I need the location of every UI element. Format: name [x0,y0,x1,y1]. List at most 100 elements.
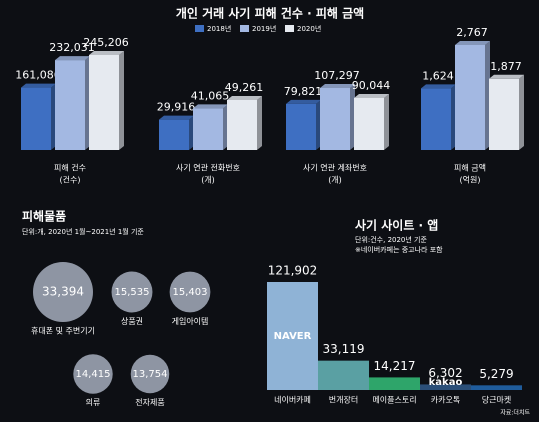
bar [420,384,471,390]
bar [267,282,318,390]
bar-top [421,84,456,89]
bar [227,100,257,150]
bubble [130,354,170,394]
bar [489,78,519,150]
category-label: 번개장터 [329,395,358,405]
bar-top [159,115,194,120]
bar-top [55,56,90,61]
bubble [169,271,211,313]
source: 자료:더치트 [500,409,530,417]
value-label: 90,044 [352,79,391,92]
bar [159,119,189,150]
value-label: 15,535 [115,287,150,298]
section-title: 피해물품 [22,209,66,224]
bar-side [451,84,456,150]
value-label: 1,624 [422,69,454,82]
bubble [73,354,113,394]
bar-side [316,99,321,150]
legend-label: 2020년 [297,24,321,33]
unit-label: (건수) [60,175,81,185]
bar [21,87,51,150]
value-label: 245,206 [83,36,129,49]
value-label: 107,297 [314,69,360,82]
category-label: 휴대폰 및 주변기기 [31,326,95,336]
unit-label: (개) [328,175,342,185]
bar-side [519,74,524,150]
category-label: 전자제품 [135,397,164,407]
category-label: 카카오톡 [431,396,460,405]
value-label: 29,916 [157,101,196,114]
bar [369,377,420,390]
logo: NAVER [274,331,312,342]
value-label: 14,217 [374,359,416,373]
bar-side [384,93,389,150]
value-label: 2,767 [456,26,488,39]
bar [89,55,119,150]
category-label: 사기 연관 계좌번호 [303,163,367,173]
section-title: 사기 사이트 · 앱 [355,218,438,233]
bar [55,60,85,150]
bar-side [223,104,228,150]
value-label: 6,302 [428,366,462,380]
bar-side [51,83,56,150]
bar [320,88,350,150]
bar-top [455,41,490,45]
bar-side [350,84,355,150]
category-label: 네이버카페 [274,395,311,405]
category-label: 상품권 [121,316,143,326]
bar [455,45,485,150]
legend-swatch [285,25,294,32]
category-label: 피해 건수 [54,163,86,173]
bar-top [193,104,228,109]
bar [421,88,451,150]
bar [286,103,316,150]
value-label: 15,403 [173,287,208,298]
category-label: 메이플스토리 [372,395,416,405]
legend-label: 2019년 [252,24,276,33]
bar-top [21,83,56,88]
category-label: 사기 연관 전화번호 [176,163,240,173]
bar-side [257,96,262,150]
value-label: 49,261 [225,81,264,94]
value-label: 41,065 [191,89,230,102]
subtitle: 단위:건수, 2020년 기준 [355,235,427,244]
value-label: 232,031 [49,41,95,54]
note: ※네이버카페는 중고나라 포함 [355,245,443,254]
bar [318,360,369,390]
bar [354,97,384,150]
category-label: 당근마켓 [482,395,511,405]
value-label: 33,119 [323,342,365,356]
bar-side [85,56,90,150]
bar [193,108,223,150]
bar-side [119,51,124,150]
bubble [111,271,153,313]
bubble [33,262,93,322]
bar-top [320,84,355,88]
bar-side [485,41,490,150]
bar-top [354,93,389,98]
bar-side [189,115,194,150]
value-label: 161,086 [15,69,61,82]
legend-label: 2018년 [207,24,231,33]
category-label: 피해 금액 [454,163,486,173]
bar-top [89,51,124,55]
category-label: 의류 [86,397,101,407]
bar-top [489,74,524,79]
legend-swatch [195,25,204,32]
bar [471,385,522,390]
value-label: 79,821 [284,85,323,98]
value-label: 1,877 [490,60,522,73]
value-label: 5,279 [479,367,513,381]
bar-top [286,99,321,104]
value-label: 13,754 [133,369,168,380]
value-label: 121,902 [268,264,318,278]
value-label: 33,394 [42,285,84,299]
unit-label: (억원) [460,175,481,185]
logo: kakao [429,377,463,388]
category-label: 게임아이템 [172,316,209,326]
value-label: 14,415 [76,369,111,380]
bar-top [227,96,262,100]
subtitle: 단위:개, 2020년 1월~2021년 1월 기준 [22,227,144,236]
legend-swatch [240,25,249,32]
